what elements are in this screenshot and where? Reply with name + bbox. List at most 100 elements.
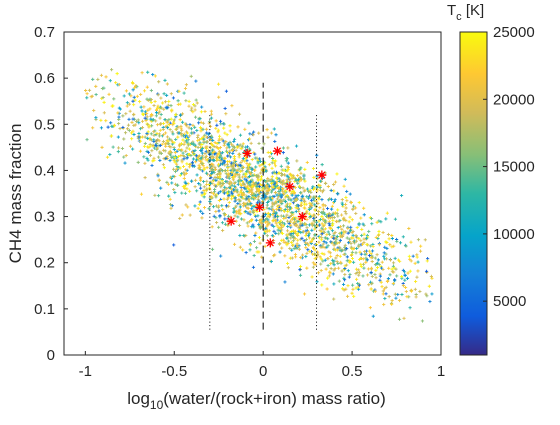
scatter-point <box>117 115 121 119</box>
scatter-point <box>308 214 312 219</box>
scatter-point <box>143 116 147 120</box>
scatter-point <box>266 135 270 139</box>
scatter-point <box>172 187 176 192</box>
scatter-point <box>238 205 242 209</box>
scatter-point <box>145 115 149 119</box>
scatter-point <box>257 189 261 193</box>
scatter-point <box>193 115 198 119</box>
scatter-point <box>361 262 366 266</box>
scatter-point <box>110 124 114 128</box>
scatter-point <box>324 267 328 271</box>
scatter-point <box>407 254 411 258</box>
scatter-point <box>180 148 184 152</box>
scatter-point <box>360 227 364 231</box>
scatter-point <box>273 164 278 168</box>
scatter-point <box>220 179 224 183</box>
scatter-point <box>413 287 417 291</box>
scatter-point <box>214 220 219 225</box>
scatter-point <box>218 145 223 150</box>
scatter-point <box>302 202 307 206</box>
scatter-point <box>390 233 394 238</box>
scatter-point <box>299 178 304 182</box>
scatter-point <box>184 130 189 134</box>
scatter-point <box>140 119 145 123</box>
scatter-point <box>291 210 295 215</box>
scatter-point <box>250 157 254 162</box>
scatter-point <box>241 142 245 146</box>
scatter-point <box>159 112 163 117</box>
scatter-point <box>371 244 375 249</box>
scatter-point <box>311 185 315 189</box>
scatter-point <box>290 256 294 260</box>
scatter-point <box>167 99 171 103</box>
scatter-point <box>400 292 404 297</box>
scatter-point <box>253 152 257 156</box>
scatter-point <box>305 211 309 215</box>
scatter-point <box>318 217 323 222</box>
scatter-point <box>354 206 358 210</box>
scatter-point <box>402 316 406 320</box>
scatter-point <box>250 178 254 182</box>
scatter-point <box>243 177 247 181</box>
scatter-point <box>219 254 223 258</box>
scatter-point <box>152 130 156 134</box>
scatter-point <box>180 128 184 132</box>
scatter-point <box>355 246 359 251</box>
scatter-point <box>265 216 269 221</box>
scatter-point <box>221 162 225 166</box>
scatter-point <box>249 196 253 200</box>
scatter-point <box>136 160 140 164</box>
scatter-point <box>228 140 232 144</box>
scatter-point <box>378 278 382 282</box>
scatter-point <box>316 252 320 256</box>
scatter-point <box>303 222 307 226</box>
scatter-point <box>401 235 405 239</box>
scatter-point <box>330 229 335 233</box>
scatter-point <box>263 212 268 217</box>
scatter-point <box>418 249 423 253</box>
scatter-point <box>381 289 385 293</box>
scatter-point <box>163 78 167 82</box>
scatter-point <box>164 105 168 109</box>
scatter-point <box>213 140 217 145</box>
scatter-point <box>177 147 181 152</box>
scatter-point <box>148 107 152 111</box>
scatter-point <box>289 213 294 218</box>
scatter-point <box>382 251 386 255</box>
scatter-point <box>167 118 171 122</box>
scatter-point <box>355 225 359 230</box>
scatter-point <box>248 183 252 187</box>
scatter-point <box>197 138 202 142</box>
scatter-point <box>349 225 353 229</box>
scatter-point <box>170 181 174 185</box>
scatter-point <box>183 183 188 187</box>
scatter-point <box>285 178 289 182</box>
scatter-point <box>370 259 374 264</box>
scatter-point <box>401 268 405 272</box>
scatter-point <box>220 151 225 155</box>
scatter-point <box>332 199 337 204</box>
scatter-point <box>286 161 290 165</box>
scatter-point <box>154 143 158 147</box>
scatter-point <box>267 207 271 211</box>
scatter-point <box>182 91 186 95</box>
scatter-point <box>183 191 188 195</box>
scatter-point <box>161 121 166 126</box>
scatter-point <box>229 142 234 146</box>
scatter-point <box>253 233 257 238</box>
scatter-point <box>282 222 287 226</box>
scatter-point <box>181 138 185 142</box>
scatter-point <box>204 145 208 149</box>
scatter-point <box>253 182 257 186</box>
scatter-point <box>369 270 373 275</box>
scatter-point <box>205 158 210 162</box>
scatter-point <box>245 169 249 173</box>
scatter-point <box>267 178 271 183</box>
scatter-point <box>156 174 160 178</box>
scatter-point <box>277 203 281 208</box>
scatter-point <box>291 189 296 193</box>
scatter-point <box>208 199 212 204</box>
scatter-point <box>320 222 324 226</box>
scatter-point <box>274 211 278 215</box>
scatter-point <box>342 218 346 222</box>
